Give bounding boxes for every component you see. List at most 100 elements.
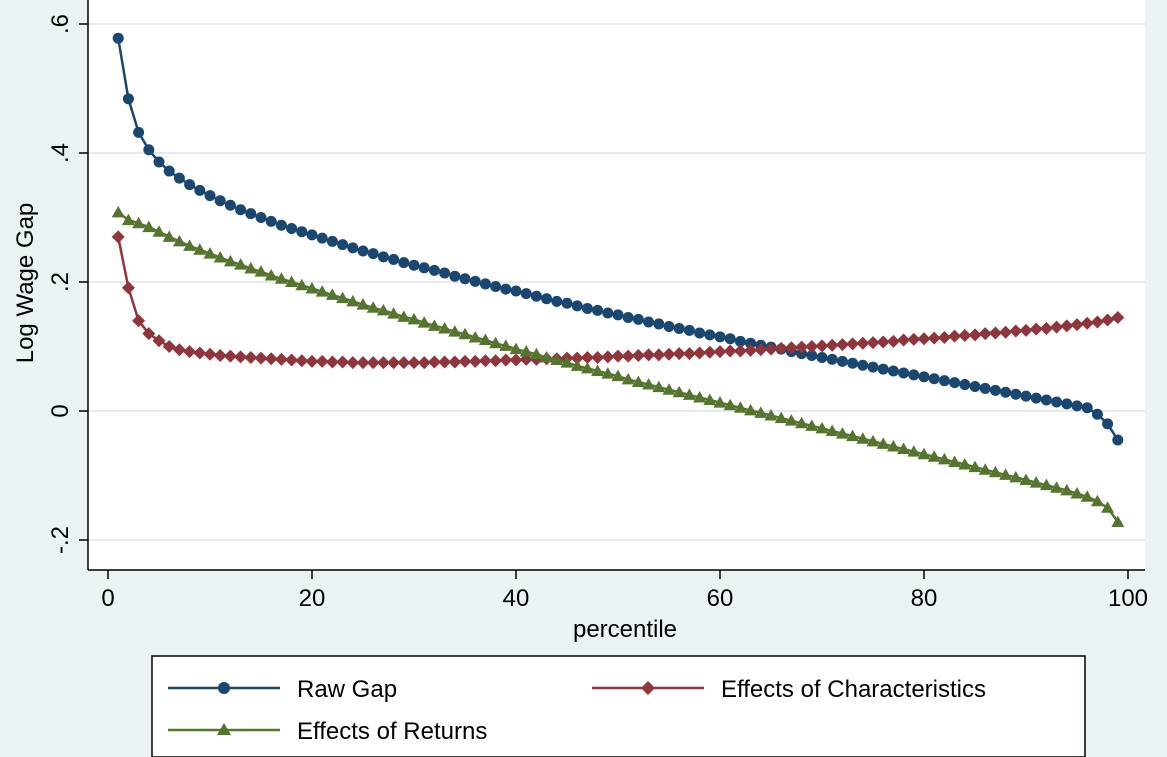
point-effects-of-characteristics (1111, 310, 1125, 324)
point-effects-of-characteristics (468, 354, 482, 368)
y-axis-title: Log Wage Gap (12, 203, 39, 364)
point-effects-of-characteristics (927, 331, 941, 345)
point-raw-gap (714, 331, 726, 343)
point-effects-of-characteristics (407, 356, 421, 370)
point-raw-gap (357, 245, 369, 257)
legend-marker-raw-gap (218, 682, 230, 694)
point-raw-gap (561, 297, 573, 309)
point-effects-of-characteristics (642, 348, 656, 362)
point-raw-gap (469, 275, 481, 287)
point-effects-of-returns (621, 372, 635, 385)
point-raw-gap (1061, 398, 1073, 410)
point-effects-of-characteristics (305, 354, 319, 368)
point-raw-gap (663, 321, 675, 333)
point-effects-of-returns (958, 458, 972, 470)
point-effects-of-characteristics (387, 356, 401, 370)
point-effects-of-characteristics (621, 349, 635, 363)
point-effects-of-characteristics (825, 338, 839, 352)
point-effects-of-returns (244, 261, 258, 274)
legend-item-effects-of-returns: Effects of Returns (168, 718, 487, 745)
point-effects-of-returns (1070, 487, 1084, 499)
point-effects-of-returns (795, 416, 809, 429)
point-raw-gap (1030, 392, 1042, 404)
point-raw-gap (122, 93, 134, 105)
point-effects-of-characteristics (142, 327, 156, 341)
x-tick-label: 60 (707, 585, 734, 612)
point-raw-gap (163, 165, 175, 177)
point-effects-of-returns (978, 463, 992, 475)
point-raw-gap (1051, 396, 1063, 408)
point-effects-of-returns (540, 350, 554, 363)
point-raw-gap (847, 357, 859, 369)
point-effects-of-characteristics (733, 344, 747, 358)
point-effects-of-characteristics (509, 353, 523, 367)
point-effects-of-characteristics (876, 335, 890, 349)
point-raw-gap (898, 367, 910, 379)
point-effects-of-characteristics (978, 327, 992, 341)
point-effects-of-characteristics (478, 354, 492, 368)
legend-label-effects-of-characteristics: Effects of Characteristics (721, 676, 986, 703)
point-raw-gap (296, 226, 308, 238)
point-effects-of-returns (601, 367, 615, 379)
point-effects-of-returns (754, 406, 768, 418)
point-effects-of-characteristics (121, 281, 135, 295)
point-effects-of-returns (356, 298, 370, 310)
point-effects-of-characteristics (448, 355, 462, 369)
point-raw-gap (530, 290, 542, 302)
point-raw-gap (836, 355, 848, 367)
point-effects-of-returns (784, 414, 798, 426)
point-effects-of-returns (397, 310, 411, 322)
x-tick-label: 20 (299, 585, 326, 612)
point-effects-of-returns (1090, 494, 1104, 507)
point-raw-gap (184, 179, 196, 191)
point-effects-of-characteristics (784, 341, 798, 355)
point-effects-of-returns (1019, 473, 1033, 486)
point-raw-gap (734, 335, 746, 347)
point-raw-gap (877, 363, 889, 375)
point-effects-of-characteristics (1070, 318, 1084, 332)
point-effects-of-characteristics (631, 349, 645, 363)
point-raw-gap (408, 259, 420, 271)
point-effects-of-returns (468, 330, 482, 343)
point-effects-of-characteristics (193, 346, 207, 360)
y-tick-label: -.2 (47, 526, 74, 554)
point-raw-gap (745, 337, 757, 349)
point-effects-of-returns (254, 265, 268, 277)
point-raw-gap (153, 156, 165, 168)
point-raw-gap (673, 322, 685, 334)
point-effects-of-returns (213, 250, 227, 263)
point-raw-gap (173, 172, 185, 184)
point-raw-gap (143, 144, 155, 156)
point-effects-of-returns (152, 225, 166, 237)
point-effects-of-characteristics (499, 353, 513, 367)
point-effects-of-returns (1101, 501, 1115, 513)
legend-box (151, 655, 1086, 757)
point-raw-gap (204, 190, 216, 202)
point-effects-of-characteristics (1019, 323, 1033, 337)
point-raw-gap (428, 264, 440, 276)
point-effects-of-characteristics (162, 340, 176, 353)
point-effects-of-returns (509, 342, 523, 355)
point-effects-of-returns (927, 450, 941, 462)
point-effects-of-characteristics (1080, 316, 1094, 330)
point-effects-of-returns (550, 353, 564, 366)
point-raw-gap (918, 371, 930, 383)
x-tick-label: 0 (101, 585, 114, 612)
legend-label-raw-gap: Raw Gap (297, 676, 397, 703)
point-effects-of-characteristics (693, 346, 707, 360)
point-effects-of-returns (162, 230, 176, 242)
point-effects-of-characteristics (234, 350, 248, 364)
legend-marker-effects-of-characteristics (641, 681, 655, 695)
point-effects-of-characteristics (1060, 319, 1074, 333)
point-effects-of-returns (886, 439, 900, 452)
point-effects-of-characteristics (846, 337, 860, 351)
point-effects-of-returns (693, 390, 707, 403)
point-effects-of-returns (733, 401, 747, 413)
point-effects-of-returns (856, 432, 870, 444)
point-raw-gap (724, 333, 736, 345)
point-raw-gap (1081, 402, 1093, 414)
point-effects-of-characteristics (397, 356, 411, 370)
point-effects-of-characteristics (754, 343, 768, 357)
point-effects-of-returns (988, 465, 1002, 478)
point-effects-of-characteristics (713, 345, 727, 359)
